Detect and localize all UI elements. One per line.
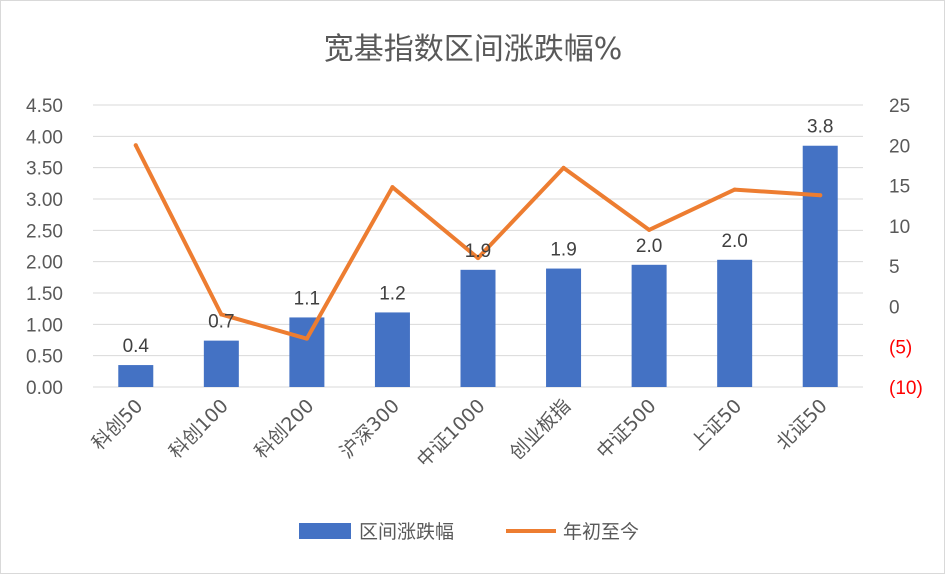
line-point (561, 165, 566, 170)
left-axis-tick-label: 0.00 (26, 378, 63, 399)
category-label: 中证1000 (413, 395, 490, 472)
bar (374, 312, 410, 387)
left-axis-tick-label: 2.50 (26, 221, 63, 242)
category-label: 中证500 (593, 395, 661, 463)
bar-series (118, 145, 838, 387)
line-series (133, 143, 823, 341)
left-axis-tick-label: 1.00 (26, 315, 63, 336)
right-axis-tick-label: 20 (889, 136, 910, 157)
left-axis-tick-label: 2.00 (26, 253, 63, 274)
line-point (219, 312, 224, 317)
data-label: 1.9 (550, 240, 576, 261)
category-label: 沪深300 (336, 395, 404, 463)
left-axis-tick-label: 1.50 (26, 284, 63, 305)
bar (118, 365, 154, 387)
right-axis-ticks: (10) (5) 0 5 10 15 20 25 (889, 96, 923, 399)
legend-label-line: 年初至今 (563, 521, 639, 543)
data-label: 2.0 (636, 236, 662, 257)
bar (460, 269, 496, 387)
left-axis-tick-label: 0.50 (26, 347, 63, 368)
category-axis-labels: 科创50 科创100 科创200 沪深300 中证1000 创业板指 中证500 上证50 北证… (88, 395, 832, 472)
legend: 区间涨跌幅 年初至今 (299, 521, 639, 543)
chart-title: 宽基指数区间涨跌幅% (324, 32, 623, 67)
left-axis-tick-label: 3.50 (26, 159, 63, 180)
data-label: 2.0 (721, 231, 747, 252)
left-axis-tick-label: 3.00 (26, 190, 63, 211)
data-label: 1.1 (294, 288, 320, 309)
line-point (476, 256, 480, 261)
category-label: 科创100 (165, 395, 233, 463)
right-axis-tick-label: 5 (889, 257, 900, 278)
category-label: 科创200 (250, 395, 318, 463)
data-label: 0.7 (208, 312, 234, 333)
data-label: 0.4 (123, 336, 150, 357)
right-axis-tick-label: (5) (889, 338, 912, 359)
legend-label-bar: 区间涨跌幅 (359, 521, 454, 543)
bar (631, 264, 667, 387)
line-point (732, 187, 737, 192)
data-label: 1.9 (465, 241, 491, 262)
data-label: 1.2 (379, 283, 405, 304)
left-axis-tick-label: 4.50 (26, 96, 63, 117)
category-label: 上证50 (687, 395, 747, 455)
line-point (304, 336, 309, 341)
right-axis-tick-label: 0 (889, 297, 900, 318)
line-point (818, 193, 823, 198)
legend-swatch-bar (299, 523, 351, 539)
bar (802, 145, 838, 387)
left-axis-ticks: 0.00 0.50 1.00 1.50 2.00 2.50 3.00 3.50 4.00 4.50 (26, 96, 63, 399)
bar (546, 268, 582, 387)
line-point (133, 143, 138, 148)
line-point (390, 185, 395, 190)
right-axis-tick-label: 25 (889, 96, 910, 117)
right-axis-tick-label: (10) (889, 378, 923, 399)
data-label: 3.8 (807, 117, 833, 138)
bar (289, 317, 325, 387)
left-axis-tick-label: 4.00 (26, 127, 63, 148)
bar (203, 340, 239, 387)
category-label: 北证50 (772, 395, 832, 455)
category-label: 创业板指 (506, 395, 575, 464)
line-point (647, 227, 652, 232)
right-axis-tick-label: 15 (889, 177, 910, 198)
data-labels: 0.4 0.7 1.1 1.2 1.9 1.9 2.0 2.0 3.8 (123, 117, 834, 357)
right-axis-tick-label: 10 (889, 217, 910, 238)
bar (717, 259, 753, 387)
category-label: 科创50 (88, 395, 148, 455)
